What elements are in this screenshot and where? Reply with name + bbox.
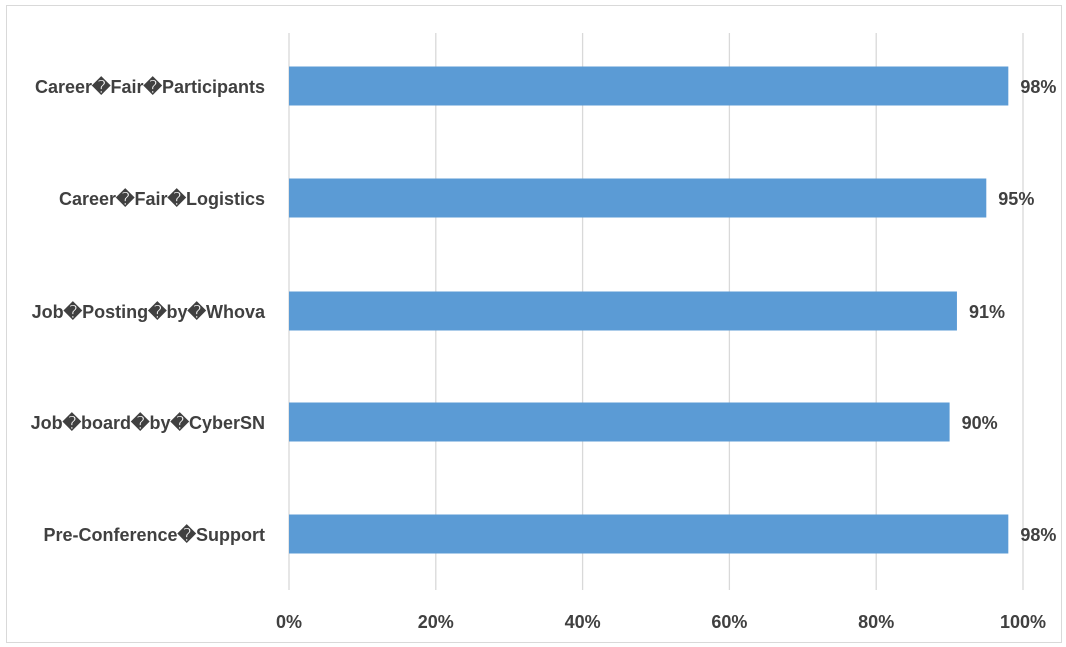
data-label-2: 95% (998, 189, 1034, 209)
data-label-1: 98% (1020, 77, 1056, 97)
bar-4 (289, 402, 950, 442)
category-label-4: Job�board�by�CyberSN (31, 412, 265, 433)
category-label-3: Job�Posting�by�Whova (32, 301, 266, 322)
category-label-1: Career�Fair�Participants (35, 76, 265, 97)
x-tick-label-20: 20% (418, 612, 454, 632)
x-tick-label-60: 60% (711, 612, 747, 632)
bar-5 (289, 514, 1009, 554)
data-label-3: 91% (969, 302, 1005, 322)
x-tick-label-100: 100% (1000, 612, 1046, 632)
x-axis-tick-labels: 0% 20% 40% 60% 80% 100% (276, 612, 1046, 632)
data-label-4: 90% (962, 413, 998, 433)
bars (289, 66, 1009, 554)
x-tick-label-40: 40% (565, 612, 601, 632)
x-tick-label-80: 80% (858, 612, 894, 632)
bar-2 (289, 178, 987, 218)
category-label-2: Career�Fair�Logistics (59, 188, 265, 209)
data-labels: 98% 95% 91% 90% 98% (962, 77, 1057, 545)
bar-3 (289, 291, 957, 331)
category-label-5: Pre-Conference�Support (44, 524, 265, 545)
bar-1 (289, 66, 1009, 106)
data-label-5: 98% (1020, 525, 1056, 545)
category-labels: Career�Fair�Participants Career�Fair�Logi… (31, 76, 266, 545)
x-tick-label-0: 0% (276, 612, 302, 632)
